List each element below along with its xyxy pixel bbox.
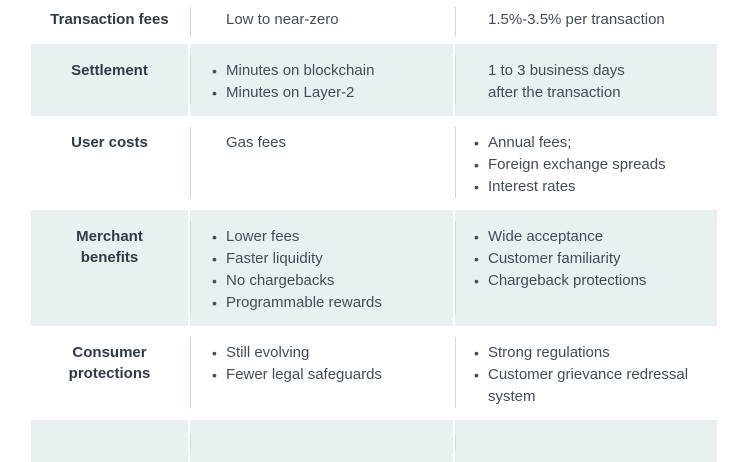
bullet-list: Wide acceptanceCustomer familiarityCharg… (474, 226, 707, 292)
card-cell (455, 420, 717, 462)
table-row: Transaction fees Low to near-zero 1.5%-3… (31, 0, 717, 44)
bullet-item: Customer grievance redressal system (474, 364, 707, 408)
bullet-item: Foreign exchange spreads (474, 154, 707, 176)
row-label-line: Merchant (76, 228, 143, 245)
bullet-list: Lower feesFaster liquidityNo chargebacks… (212, 226, 443, 314)
crypto-cell: Lower feesFaster liquidityNo chargebacks… (190, 210, 453, 326)
row-label: Consumer protections (31, 326, 188, 420)
bullet-item: Faster liquidity (212, 248, 443, 270)
text-line: Gas fees (226, 134, 287, 151)
card-cell: Wide acceptanceCustomer familiarityCharg… (455, 210, 717, 326)
row-label (31, 420, 188, 462)
card-cell: 1.5%-3.5% per transaction (455, 0, 717, 44)
crypto-cell (190, 420, 453, 462)
row-label-line: benefits (80, 249, 139, 266)
row-label: Transaction fees (31, 0, 188, 44)
row-label-line: User costs (71, 134, 148, 151)
bullet-item: Annual fees; (474, 132, 707, 154)
table-row: Settlement Minutes on blockchainMinutes … (31, 44, 717, 116)
bullet-item: Chargeback protections (474, 270, 707, 292)
bullet-item: No chargebacks (212, 270, 443, 292)
bullet-list: Minutes on blockchainMinutes on Layer-2 (212, 60, 443, 104)
bullet-item: Wide acceptance (474, 226, 707, 248)
crypto-cell: Gas fees (190, 116, 453, 210)
bullet-item: Minutes on blockchain (212, 60, 443, 82)
table-row: Merchant benefits Lower feesFaster liquid… (31, 210, 717, 326)
row-label-line: protections (68, 365, 151, 382)
crypto-cell: Minutes on blockchainMinutes on Layer-2 (190, 44, 453, 116)
bullet-list: Still evolvingFewer legal safeguards (212, 342, 443, 386)
table-row: Consumer protections Still evolvingFewer … (31, 326, 717, 420)
table-row (31, 420, 717, 462)
bullet-item: Interest rates (474, 176, 707, 198)
crypto-cell: Low to near-zero (190, 0, 453, 44)
row-label: Merchant benefits (31, 210, 188, 326)
bullet-item: Lower fees (212, 226, 443, 248)
bullet-list: Strong regulationsCustomer grievance red… (474, 342, 707, 408)
card-cell: 1 to 3 business days after the transactio… (455, 44, 717, 116)
bullet-item: Still evolving (212, 342, 443, 364)
bullet-item: Programmable rewards (212, 292, 443, 314)
card-cell: Annual fees;Foreign exchange spreadsInte… (455, 116, 717, 210)
comparison-table: Transaction fees Low to near-zero 1.5%-3… (31, 0, 717, 462)
crypto-cell: Still evolvingFewer legal safeguards (190, 326, 453, 420)
row-label: Settlement (31, 44, 188, 116)
text-line: 1 to 3 business days (488, 62, 625, 79)
text-line: 1.5%-3.5% per transaction (488, 11, 665, 28)
row-label-line: Transaction fees (50, 11, 169, 28)
bullet-item: Customer familiarity (474, 248, 707, 270)
bullet-item: Fewer legal safeguards (212, 364, 443, 386)
table-row: User costs Gas fees Annual fees;Foreign … (31, 116, 717, 210)
row-label: User costs (31, 116, 188, 210)
text-line: after the transaction (488, 84, 621, 101)
bullet-item: Strong regulations (474, 342, 707, 364)
row-label-line: Settlement (71, 62, 148, 79)
text-line: Low to near-zero (226, 11, 339, 28)
row-label-line: Consumer (72, 344, 147, 361)
bullet-list: Annual fees;Foreign exchange spreadsInte… (474, 132, 707, 198)
card-cell: Strong regulationsCustomer grievance red… (455, 326, 717, 420)
bullet-item: Minutes on Layer-2 (212, 82, 443, 104)
